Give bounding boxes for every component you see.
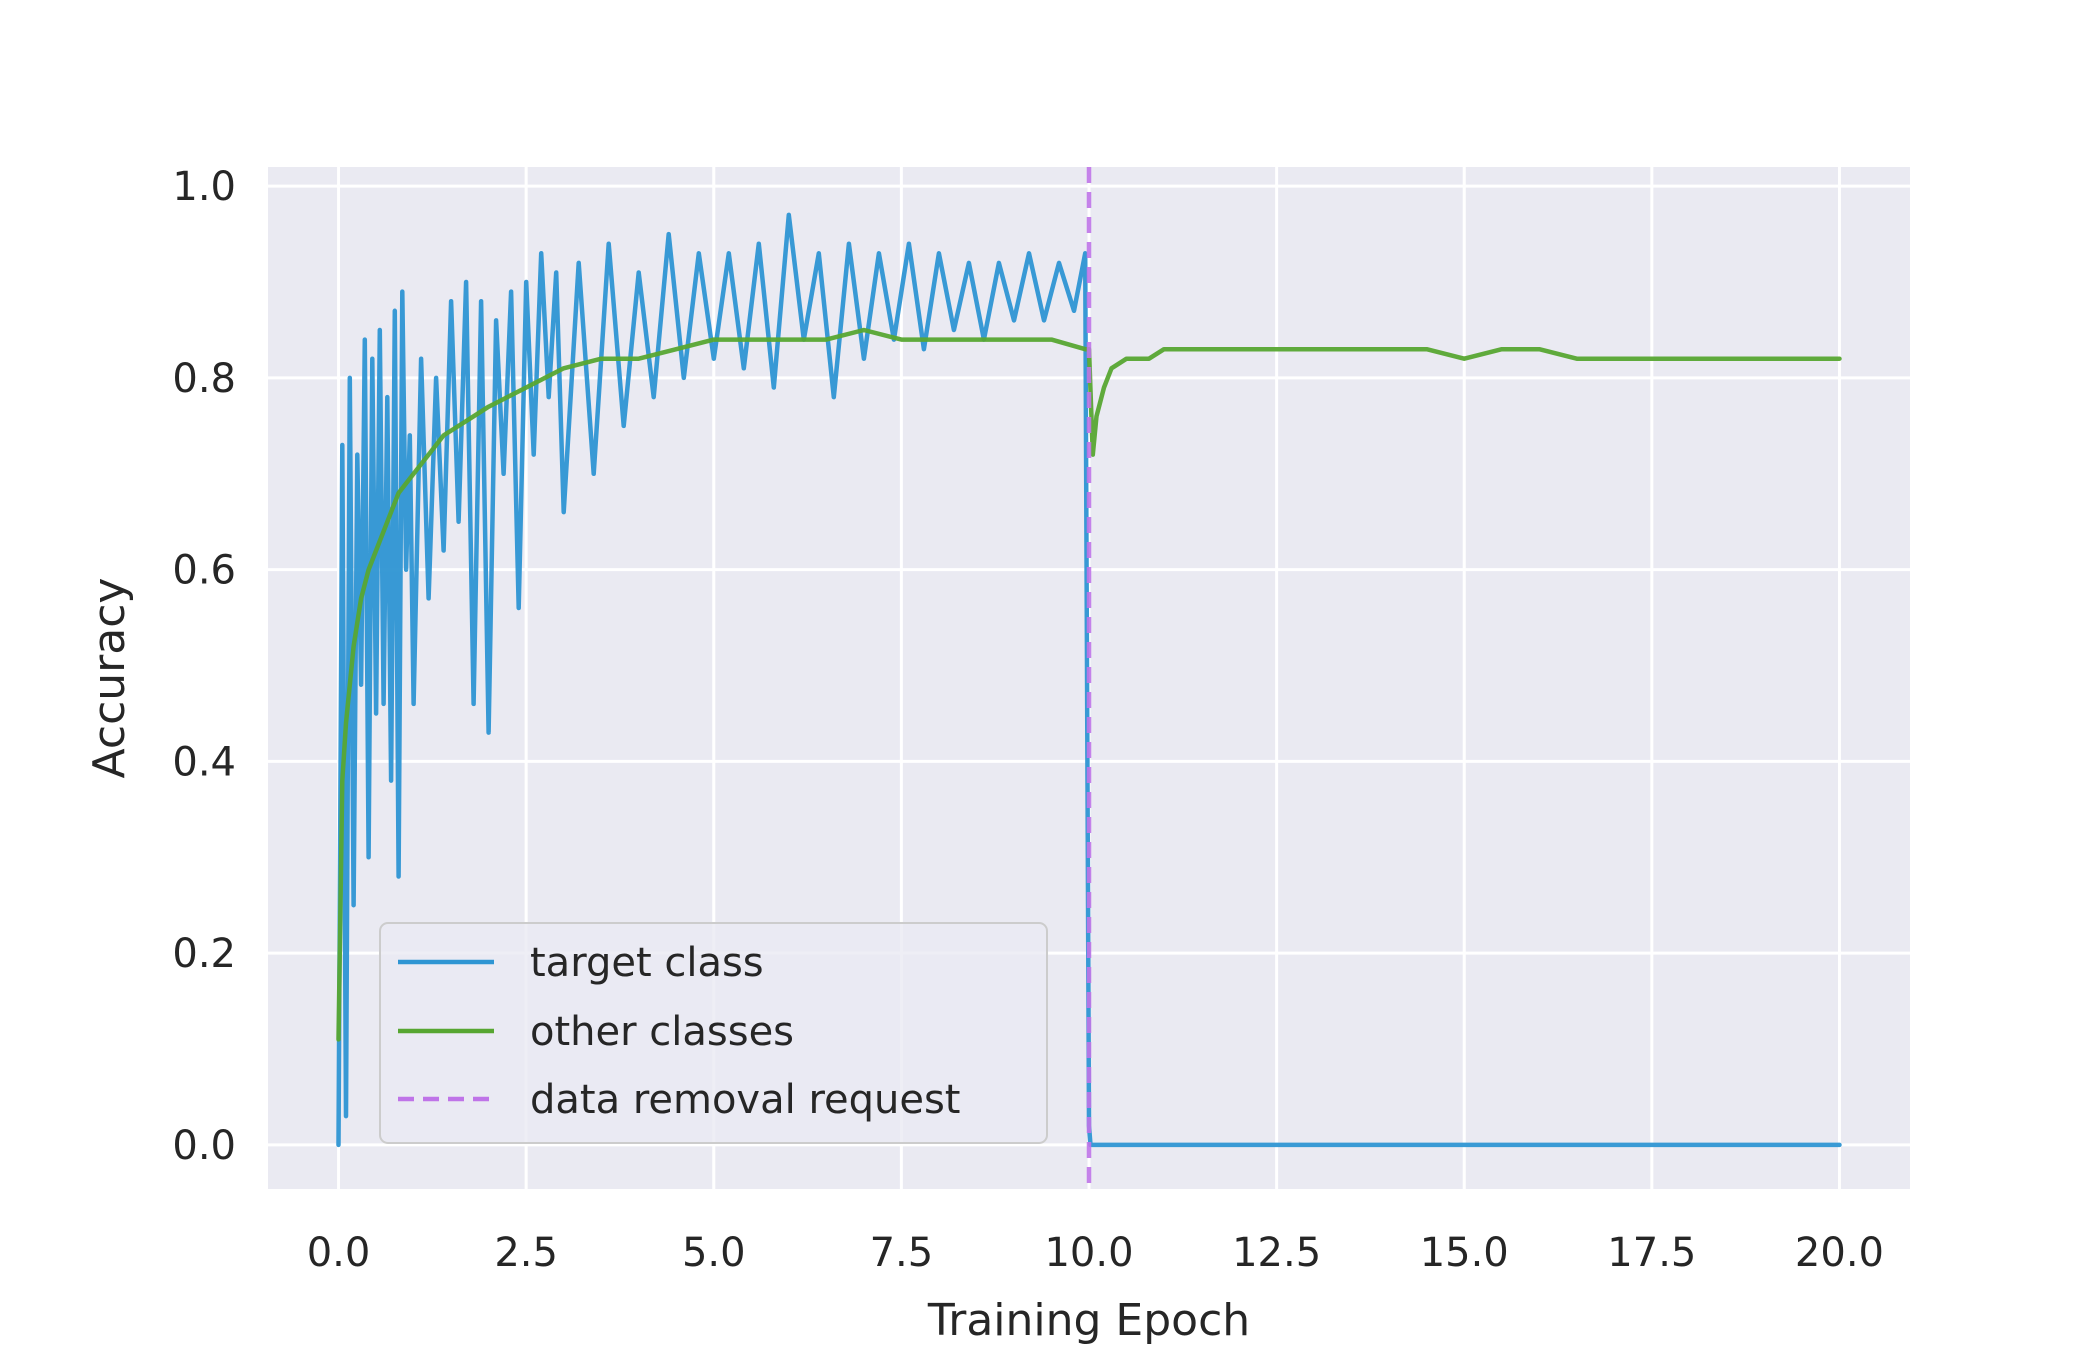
legend: target class other classes data removal … [379,922,1048,1144]
y-axis-label: Accuracy [84,578,135,779]
legend-label-target-class: target class [530,940,764,986]
y-tick-label: 0.4 [172,739,236,785]
x-tick-label: 7.5 [870,1230,934,1276]
series-line-other-classes [336,327,1842,1042]
series-line-target-class [336,212,1842,1148]
y-tick-label: 1.0 [172,164,236,210]
x-axis-label: Training Epoch [927,1295,1250,1346]
y-tick-label: 0.0 [172,1123,236,1169]
legend-label-other-classes: other classes [530,1009,794,1055]
x-tick-label: 5.0 [682,1230,746,1276]
y-tick-label: 0.2 [172,931,236,977]
legend-label-data-removal-request: data removal request [530,1077,961,1123]
y-tick-label: 0.8 [172,356,236,402]
x-tick-label: 20.0 [1795,1230,1884,1276]
tick-labels: 0.0 2.5 5.0 7.5 10.0 12.5 15.0 17.5 20.0 0.0 0.2 0.… [172,164,1884,1276]
x-tick-label: 0.0 [307,1230,371,1276]
x-tick-label: 15.0 [1420,1230,1509,1276]
x-tick-label: 17.5 [1607,1230,1696,1276]
x-tick-label: 2.5 [494,1230,558,1276]
y-tick-label: 0.6 [172,548,236,594]
x-tick-label: 10.0 [1044,1230,1133,1276]
x-tick-label: 12.5 [1232,1230,1321,1276]
legend-box [379,922,1048,1144]
series-layer [336,212,1842,1148]
